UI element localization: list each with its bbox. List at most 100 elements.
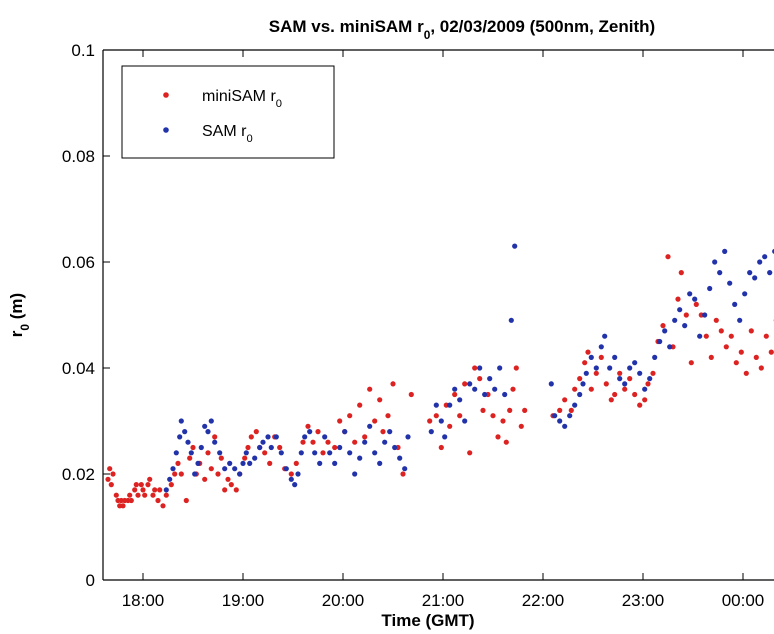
sam-point [742, 291, 748, 297]
sam-point [588, 354, 594, 360]
sam-point [377, 460, 383, 466]
minisam-point [433, 413, 439, 419]
y-tick-label: 0.08 [62, 147, 95, 166]
minisam-point [132, 487, 138, 493]
sam-point [567, 413, 573, 419]
minisam-point [202, 476, 208, 482]
sam-point [757, 259, 763, 265]
minisam-point [228, 482, 234, 488]
x-axis-label: Time (GMT) [381, 611, 474, 630]
chart-title: SAM vs. miniSAM r0, 02/03/2009 (500nm, Z… [269, 17, 655, 42]
minisam-point [108, 482, 114, 488]
sam-point [352, 471, 358, 477]
sam-point [667, 344, 673, 350]
minisam-point [233, 487, 239, 493]
minisam-point [150, 492, 156, 498]
minisam-point [300, 439, 306, 445]
legend-label: SAM r0 [202, 123, 253, 145]
sam-point [205, 429, 211, 435]
minisam-point [187, 455, 193, 461]
minisam-point [178, 471, 184, 477]
minisam-point [183, 497, 189, 504]
sam-point [607, 365, 613, 371]
sam-point [240, 460, 246, 466]
minisam-point [172, 471, 178, 477]
minisam-point [507, 407, 513, 413]
minisam-point [315, 429, 321, 435]
sam-point [372, 450, 378, 456]
minisam-point [320, 450, 326, 456]
sam-point [487, 376, 493, 382]
sam-point [692, 296, 698, 302]
sam-point [397, 455, 403, 461]
sam-point [747, 270, 753, 276]
sam-point [405, 434, 411, 440]
minisam-point [160, 503, 166, 509]
minisam-point [385, 413, 391, 419]
legend: miniSAM r0 SAM r0 [121, 65, 335, 159]
minisam-point [665, 254, 671, 260]
minisam-point [743, 370, 749, 376]
minisam-point [708, 354, 714, 360]
sam-point [492, 386, 498, 392]
sam-point [295, 471, 301, 477]
minisam-point [155, 497, 161, 504]
sam-point [260, 439, 266, 445]
sam-point [702, 312, 708, 318]
sam-point [722, 248, 728, 254]
minisam-point [480, 407, 486, 413]
sam-point [502, 391, 508, 398]
sam-point [302, 434, 308, 440]
minisam-point [225, 476, 231, 482]
minisam-point [593, 370, 599, 376]
minisam-point [362, 434, 368, 440]
minisam-point [768, 349, 774, 355]
legend-marker [163, 92, 169, 98]
sam-point [697, 333, 703, 339]
x-tick-label: 18:00 [122, 591, 165, 610]
sam-point [562, 423, 568, 429]
sam-point [198, 444, 204, 451]
minisam-point [190, 444, 196, 451]
sam-point [288, 476, 294, 482]
sam-point [477, 365, 483, 371]
minisam-point [357, 402, 363, 408]
sam-point [557, 418, 563, 424]
minisam-point [568, 407, 574, 413]
sam-point [447, 402, 453, 408]
minisam-point [718, 328, 724, 334]
sam-point [482, 391, 488, 398]
minisam-point [713, 317, 719, 323]
sam-point [382, 439, 388, 445]
legend-box [121, 65, 335, 159]
minisam-point [390, 381, 396, 387]
minisam-point [603, 381, 609, 387]
y-tick-label: 0.02 [62, 465, 95, 484]
minisam-point [763, 333, 769, 339]
sam-point [642, 386, 648, 392]
minisam-point [205, 450, 211, 456]
minisam-point [367, 386, 373, 392]
sam-point [452, 386, 458, 392]
minisam-point [518, 423, 524, 429]
minisam-point [683, 312, 689, 318]
sam-point [577, 391, 583, 398]
minisam-point [622, 386, 628, 392]
sam-point [265, 434, 271, 440]
legend-label: miniSAM r0 [202, 88, 282, 110]
sam-point [712, 259, 718, 265]
minisam-point [218, 455, 224, 461]
minisam-point [612, 391, 618, 398]
sam-point [672, 317, 678, 323]
minisam-point [332, 444, 338, 451]
sam-point [462, 418, 468, 424]
sam-point [612, 354, 618, 360]
sam-point [622, 381, 628, 387]
minisam-point [490, 413, 496, 419]
minisam-point [245, 444, 251, 451]
minisam-point [522, 407, 528, 413]
x-axis: 18:00 19:00 20:00 21:00 22:00 23:00 00:00 [122, 50, 764, 610]
minisam-point [723, 344, 729, 350]
sam-point [552, 413, 558, 419]
sam-point [682, 323, 688, 329]
